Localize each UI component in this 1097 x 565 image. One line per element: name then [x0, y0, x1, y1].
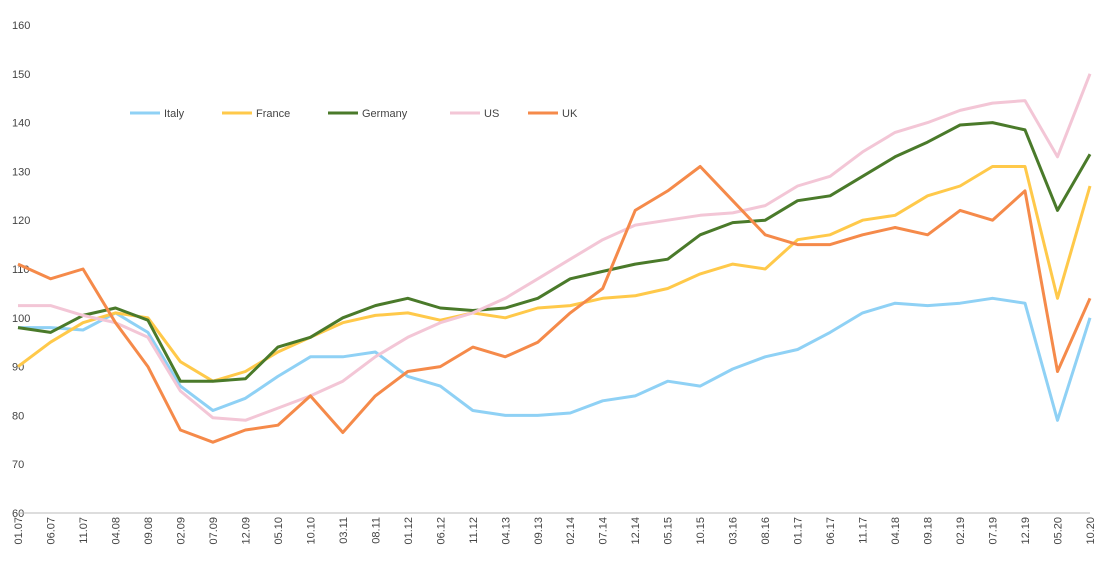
legend-label: UK — [562, 108, 578, 120]
x-tick-label: 01.07 — [13, 517, 25, 545]
x-tick-label: 12.19 — [1020, 517, 1032, 545]
x-tick-label: 01.12 — [403, 517, 415, 545]
x-tick-label: 11.07 — [78, 517, 90, 544]
x-tick-label: 06.12 — [435, 517, 447, 545]
y-tick-label: 100 — [12, 313, 30, 325]
x-tick-label: 09.18 — [923, 517, 935, 545]
x-tick-label: 09.08 — [143, 517, 155, 545]
x-tick-label: 11.12 — [468, 517, 480, 544]
series-line — [17, 121, 1092, 383]
y-tick-label: 150 — [12, 69, 30, 81]
y-tick-label: 160 — [12, 20, 30, 32]
x-tick-label: 12.14 — [630, 517, 642, 545]
legend-label: France — [256, 108, 290, 120]
x-tick-label: 08.16 — [760, 517, 772, 545]
x-tick-label: 06.17 — [825, 517, 837, 545]
series-line — [17, 165, 1092, 444]
x-tick-label: 07.09 — [208, 517, 220, 545]
series-line — [17, 165, 1092, 383]
x-tick-label: 07.14 — [598, 517, 610, 545]
x-tick-label: 02.09 — [175, 517, 187, 545]
x-tick-label: 10.20 — [1085, 517, 1097, 545]
x-tick-label: 09.13 — [533, 517, 545, 545]
legend-label: US — [484, 108, 499, 120]
y-tick-label: 80 — [12, 410, 24, 422]
x-tick-label: 04.13 — [500, 517, 512, 545]
series-line — [18, 73, 1092, 422]
x-tick-label: 02.14 — [565, 517, 577, 545]
legend-label: Italy — [164, 108, 185, 120]
x-tick-label: 07.19 — [988, 517, 1000, 545]
x-tick-label: 04.18 — [890, 517, 902, 545]
legend-label: Germany — [362, 108, 408, 120]
x-tick-label: 11.17 — [858, 517, 870, 544]
x-tick-label: 12.09 — [240, 517, 252, 545]
x-tick-label: 01.17 — [793, 517, 805, 545]
series-line — [18, 296, 1092, 422]
x-tick-label: 06.07 — [45, 517, 57, 545]
x-tick-label: 02.19 — [955, 517, 967, 545]
x-tick-label: 03.11 — [338, 517, 350, 544]
x-tick-label: 04.08 — [110, 517, 122, 545]
x-tick-label: 05.15 — [663, 517, 675, 545]
y-tick-label: 120 — [12, 215, 30, 227]
x-tick-label: 08.11 — [370, 517, 382, 544]
y-tick-label: 70 — [12, 459, 24, 471]
x-tick-label: 03.16 — [728, 517, 740, 545]
x-tick-label: 10.15 — [695, 517, 707, 545]
y-tick-label: 60 — [12, 508, 24, 520]
x-tick-label: 10.10 — [305, 517, 317, 545]
x-tick-label: 05.20 — [1053, 517, 1065, 545]
y-tick-label: 140 — [12, 118, 30, 130]
y-tick-label: 130 — [12, 166, 30, 178]
x-tick-label: 05.10 — [273, 517, 285, 545]
